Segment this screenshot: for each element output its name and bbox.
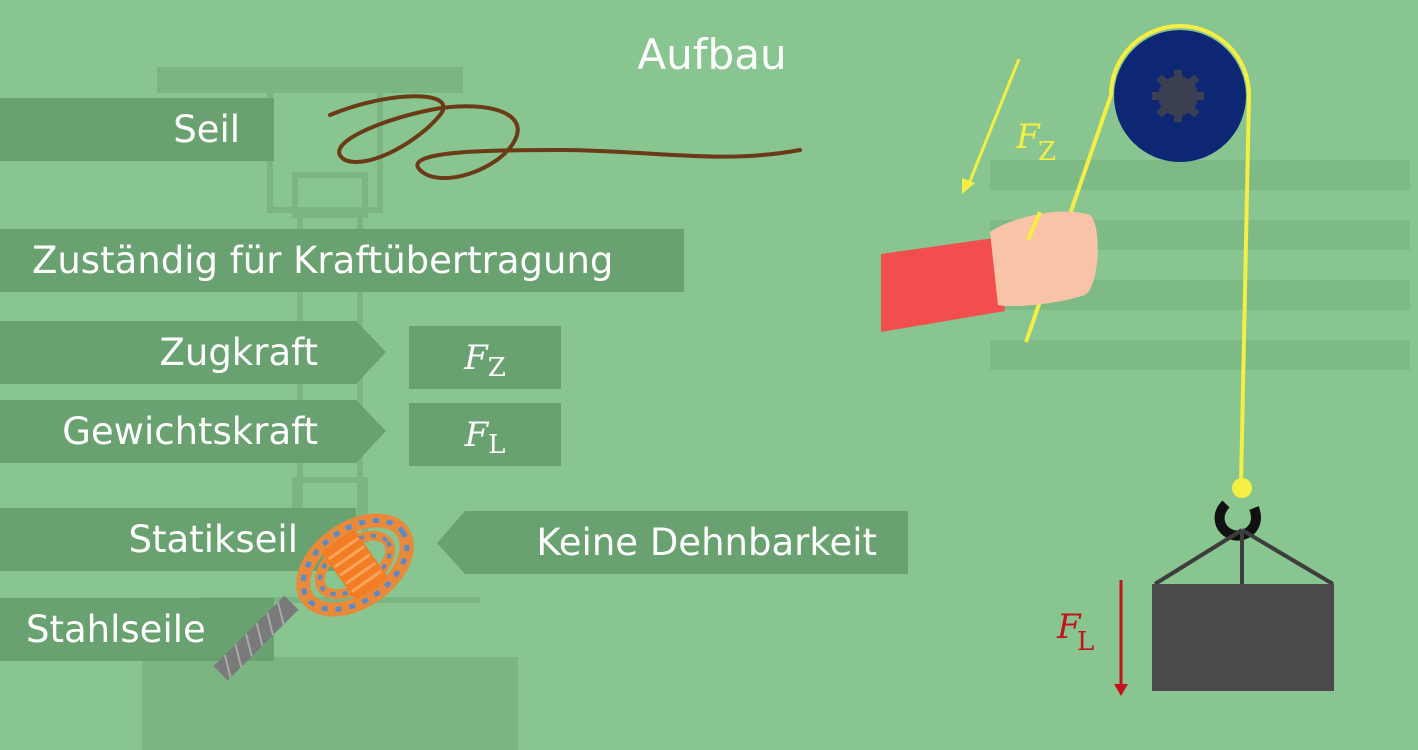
zustaendig-label-box: Zuständig für Kraftübertragung [0, 229, 684, 292]
zustaendig-label: Zuständig für Kraftübertragung [32, 239, 614, 282]
pulley-gear-icon [1152, 70, 1204, 122]
stahlseil-cable-icon [213, 595, 299, 681]
statikseil-label: Statikseil [128, 518, 298, 561]
gewichtskraft-symbol-subscript: L [488, 429, 506, 460]
statikseil-label-box: Statikseil [0, 508, 298, 571]
rope-over-pulley [1109, 24, 1251, 96]
hook-icon [1214, 500, 1261, 541]
gewichtskraft-label-box: Gewichtskraft [0, 400, 318, 463]
keine-dehnbarkeit-label: Keine Dehnbarkeit [536, 521, 877, 564]
rope-end-knob [1232, 478, 1252, 498]
pull-force-symbol: F [1015, 117, 1041, 157]
statikseil-coil-icon [296, 513, 414, 617]
gewichtskraft-label: Gewichtskraft [62, 410, 318, 453]
seil-label-box: Seil [0, 98, 274, 161]
rope-load-side [1239, 94, 1251, 486]
load-force-symbol: F [1056, 607, 1082, 647]
gewichtskraft-symbol: F [464, 414, 489, 455]
stahlseile-label: Stahlseile [26, 608, 206, 651]
stahlseile-label-box: Stahlseile [0, 598, 274, 661]
load-force-subscript: L [1077, 627, 1094, 657]
keine-dehnbarkeit-label-box: Keine Dehnbarkeit [465, 511, 877, 574]
slide-title: Aufbau [637, 30, 787, 79]
zugkraft-symbol-subscript: Z [487, 352, 506, 383]
pull-force-subscript: Z [1038, 137, 1056, 167]
load-box [1152, 584, 1334, 691]
zugkraft-symbol: F [464, 337, 488, 378]
zugkraft-label-box: Zugkraft [0, 321, 318, 384]
zugkraft-label: Zugkraft [159, 331, 318, 374]
hand-icon [990, 211, 1098, 307]
sleeve-icon [881, 238, 1005, 332]
seil-label: Seil [173, 108, 240, 151]
pull-force-arrow [966, 58, 1021, 187]
